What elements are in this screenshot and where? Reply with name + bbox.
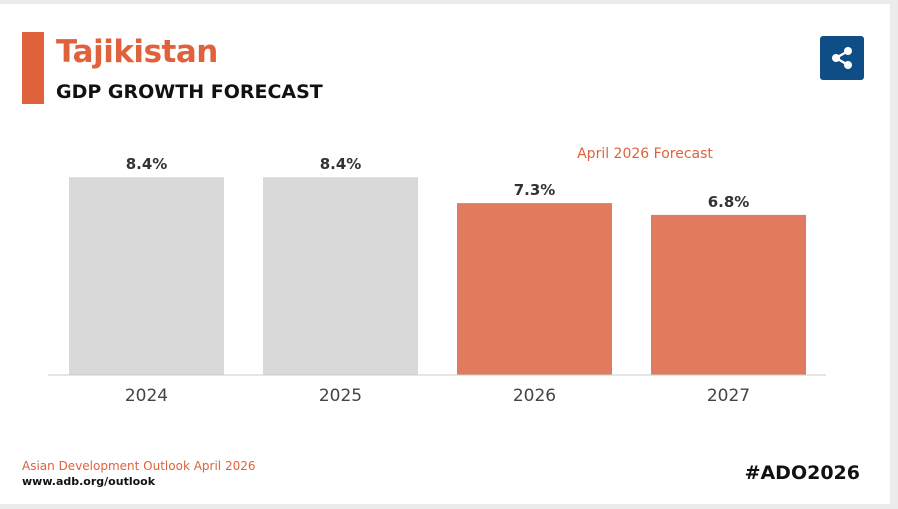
data-label-2024: 8.4% [126,155,168,173]
accent-bar [22,32,44,104]
forecast-label: April 2026 Forecast [577,146,713,162]
hashtag: #ADO2026 [744,462,860,484]
bar-2024 [69,177,224,375]
x-tick-label-2025: 2025 [319,386,362,406]
page-title: Tajikistan [56,34,218,70]
share-icon [832,47,852,69]
data-label-2027: 6.8% [708,193,750,211]
footer-source: Asian Development Outlook April 2026 [22,459,256,473]
data-label-2026: 7.3% [514,181,556,199]
bar-2025 [263,177,418,375]
x-tick-label-2026: 2026 [513,386,556,406]
x-tick-label-2024: 2024 [125,386,168,406]
data-label-2025: 8.4% [320,155,362,173]
page-subtitle: GDP GROWTH FORECAST [56,81,323,103]
x-tick-label-2027: 2027 [707,386,750,406]
bar-2027 [651,214,806,375]
footer-url: www.adb.org/outlook [22,475,156,488]
bar-2026 [457,203,612,375]
share-button[interactable] [820,36,864,80]
